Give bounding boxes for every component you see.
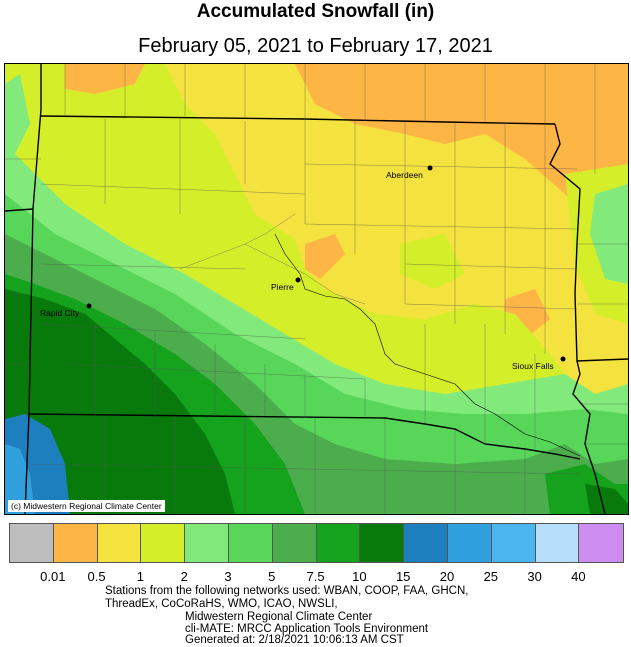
city-marker-icon <box>427 165 433 171</box>
footer-networks-line1: Stations from the following networks use… <box>105 585 469 597</box>
legend-swatch <box>579 524 624 562</box>
mn-border <box>549 123 628 362</box>
city-aberdeen: Aberdeen <box>386 165 433 180</box>
ne-border <box>28 413 581 460</box>
legend-swatch <box>447 524 492 562</box>
date-range-subtitle: February 05, 2021 to February 17, 2021 <box>138 35 493 57</box>
ia-border <box>572 360 606 514</box>
city-label-rapid-city: Rapid City <box>40 308 80 318</box>
zone-15-20-southeast <box>585 484 628 514</box>
city-marker-icon <box>560 356 566 362</box>
city-marker-icon <box>86 303 92 309</box>
legend-swatch <box>10 524 54 562</box>
legend-label: 25 <box>483 569 499 584</box>
legend-label: 7.5 <box>306 569 325 584</box>
legend-color-bar <box>9 523 625 563</box>
legend-label: 3 <box>224 569 232 584</box>
footer-org: Midwestern Regional Climate Center <box>185 611 373 623</box>
zone-25-30 <box>5 444 35 514</box>
footer-networks-line2: ThreadEx, CoCoRaHS, WMO, ICAO, NWSLI, <box>105 598 338 610</box>
zone-2-3 <box>5 64 565 394</box>
city-label-pierre: Pierre <box>271 282 294 292</box>
map-title: Accumulated Snowfall (in) <box>196 1 435 22</box>
snowfall-map: Aberdeen Pierre Rapid City Sioux Falls (… <box>4 63 629 515</box>
zone-15-20 <box>5 289 235 514</box>
legend-label: 10 <box>352 569 367 584</box>
legend-label: 30 <box>527 569 542 584</box>
map-credit: (c) Midwestern Regional Climate Center <box>8 500 165 512</box>
legend-label: 40 <box>571 569 586 584</box>
legend-swatch <box>316 524 361 562</box>
city-pierre: Pierre <box>271 277 301 292</box>
legend-label: 20 <box>439 569 455 584</box>
mt-wy-border <box>5 208 34 212</box>
legend-swatch <box>535 524 580 562</box>
city-sioux-falls: Sioux Falls <box>512 356 566 371</box>
county-lines <box>5 64 628 514</box>
map-canvas: Aberdeen Pierre Rapid City Sioux Falls <box>5 64 628 514</box>
legend-swatch <box>228 524 273 562</box>
legend-label: 5 <box>268 569 276 584</box>
legend-swatch <box>97 524 142 562</box>
city-label-sioux-falls: Sioux Falls <box>512 361 554 371</box>
legend-swatch <box>185 524 229 562</box>
city-label-aberdeen: Aberdeen <box>386 170 423 180</box>
legend-swatch <box>404 524 448 562</box>
legend-label: 0.01 <box>40 569 66 584</box>
legend-swatch <box>53 524 98 562</box>
legend-label: 1 <box>136 569 145 584</box>
legend-label: 15 <box>395 569 411 584</box>
legend-label: 2 <box>180 569 188 584</box>
legend-swatch <box>360 524 405 562</box>
city-rapid-city: Rapid City <box>40 303 92 318</box>
legend-swatch <box>141 524 186 562</box>
footer-generated: Generated at: 2/18/2021 10:06:13 AM CST <box>185 634 404 646</box>
nd-sd-border <box>40 115 556 125</box>
zone-3-5-northwest <box>5 74 30 154</box>
zone-0.5-1-pierre <box>305 234 345 279</box>
footer-tool: cli-MATE: MRCC Application Tools Environ… <box>185 623 429 635</box>
legend-swatch <box>272 524 317 562</box>
zone-3-5-east <box>590 184 628 284</box>
missouri-river <box>274 233 581 457</box>
zone-2-3-central <box>400 234 465 289</box>
legend-swatch <box>491 524 536 562</box>
city-marker-icon <box>295 277 301 283</box>
legend-label: 0.5 <box>87 569 106 584</box>
